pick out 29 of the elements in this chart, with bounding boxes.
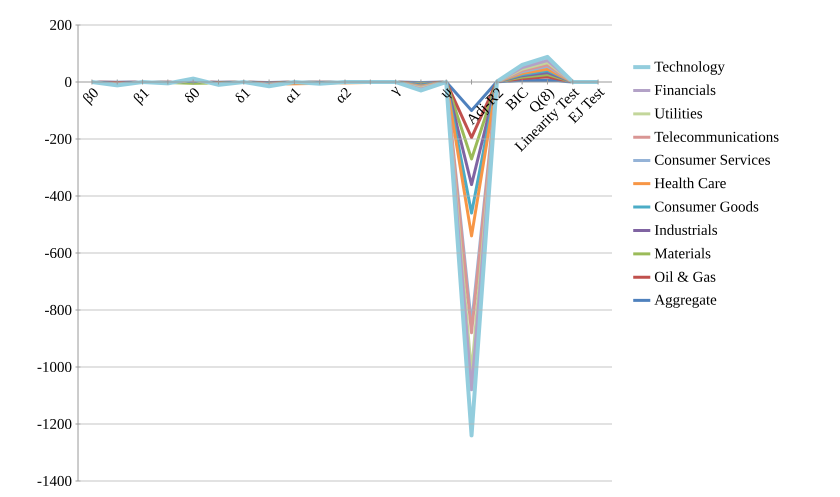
- legend-label: Financials: [654, 84, 716, 96]
- legend-label: Technology: [654, 61, 725, 75]
- legend-label: Consumer Services: [654, 154, 770, 165]
- x-tick-label: α1: [287, 88, 301, 103]
- legend-label: Utilities: [654, 108, 702, 118]
- legend-label: Health Care: [654, 178, 726, 188]
- x-tick-label: β0: [83, 88, 98, 106]
- x-tick-label: β1: [134, 88, 150, 106]
- y-tick-label: -1200: [38, 418, 72, 430]
- legend-label: Materials: [654, 248, 710, 258]
- legend-label: Consumer Goods: [654, 201, 758, 212]
- legend-label: Aggregate: [654, 294, 716, 308]
- legend-label: Oil & Gas: [654, 271, 716, 282]
- x-tick-label: δ1: [236, 88, 251, 103]
- legend-label: Telecommunications: [654, 131, 779, 142]
- y-tick-label: -1000: [38, 362, 72, 372]
- y-tick-label: -200: [45, 134, 72, 144]
- y-tick-label: -800: [45, 304, 72, 316]
- y-tick-label: 0: [65, 76, 72, 88]
- x-tick-label: BIC: [504, 87, 528, 111]
- x-tick-label: γ: [390, 86, 401, 96]
- y-tick-label: 200: [50, 20, 72, 30]
- y-tick-label: -600: [45, 248, 72, 258]
- legend-label: Industrials: [654, 224, 718, 236]
- x-tick-label: δ0: [184, 88, 199, 103]
- x-tick-label: ψ: [441, 88, 452, 98]
- y-tick-label: -1400: [38, 476, 72, 486]
- x-tick-label: α2: [338, 88, 352, 103]
- y-tick-label: -400: [45, 190, 72, 202]
